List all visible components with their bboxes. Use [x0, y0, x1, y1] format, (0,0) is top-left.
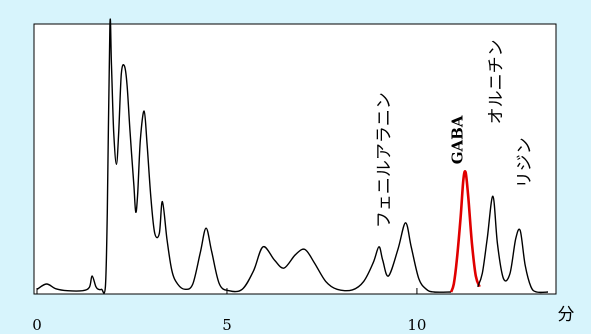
series-line-2 [449, 170, 481, 293]
series-layer [36, 18, 549, 294]
peak-label-3: オルニチン [487, 39, 507, 124]
x-axis-unit-label: 分 [558, 305, 575, 325]
x-tick-label-0: 0 [32, 316, 42, 334]
peak-label-4: リジン [515, 137, 535, 188]
x-tick-label-10: 10 [407, 316, 426, 334]
peak-label-1: フェニルアラニン [375, 92, 395, 228]
series-line-3 [477, 195, 549, 294]
peak-label-2: GABA [449, 115, 467, 164]
x-tick-label-5: 5 [222, 316, 232, 334]
x-axis: 0 5 10 [32, 288, 426, 334]
plot-area [33, 23, 557, 295]
series-line-1 [36, 18, 452, 294]
